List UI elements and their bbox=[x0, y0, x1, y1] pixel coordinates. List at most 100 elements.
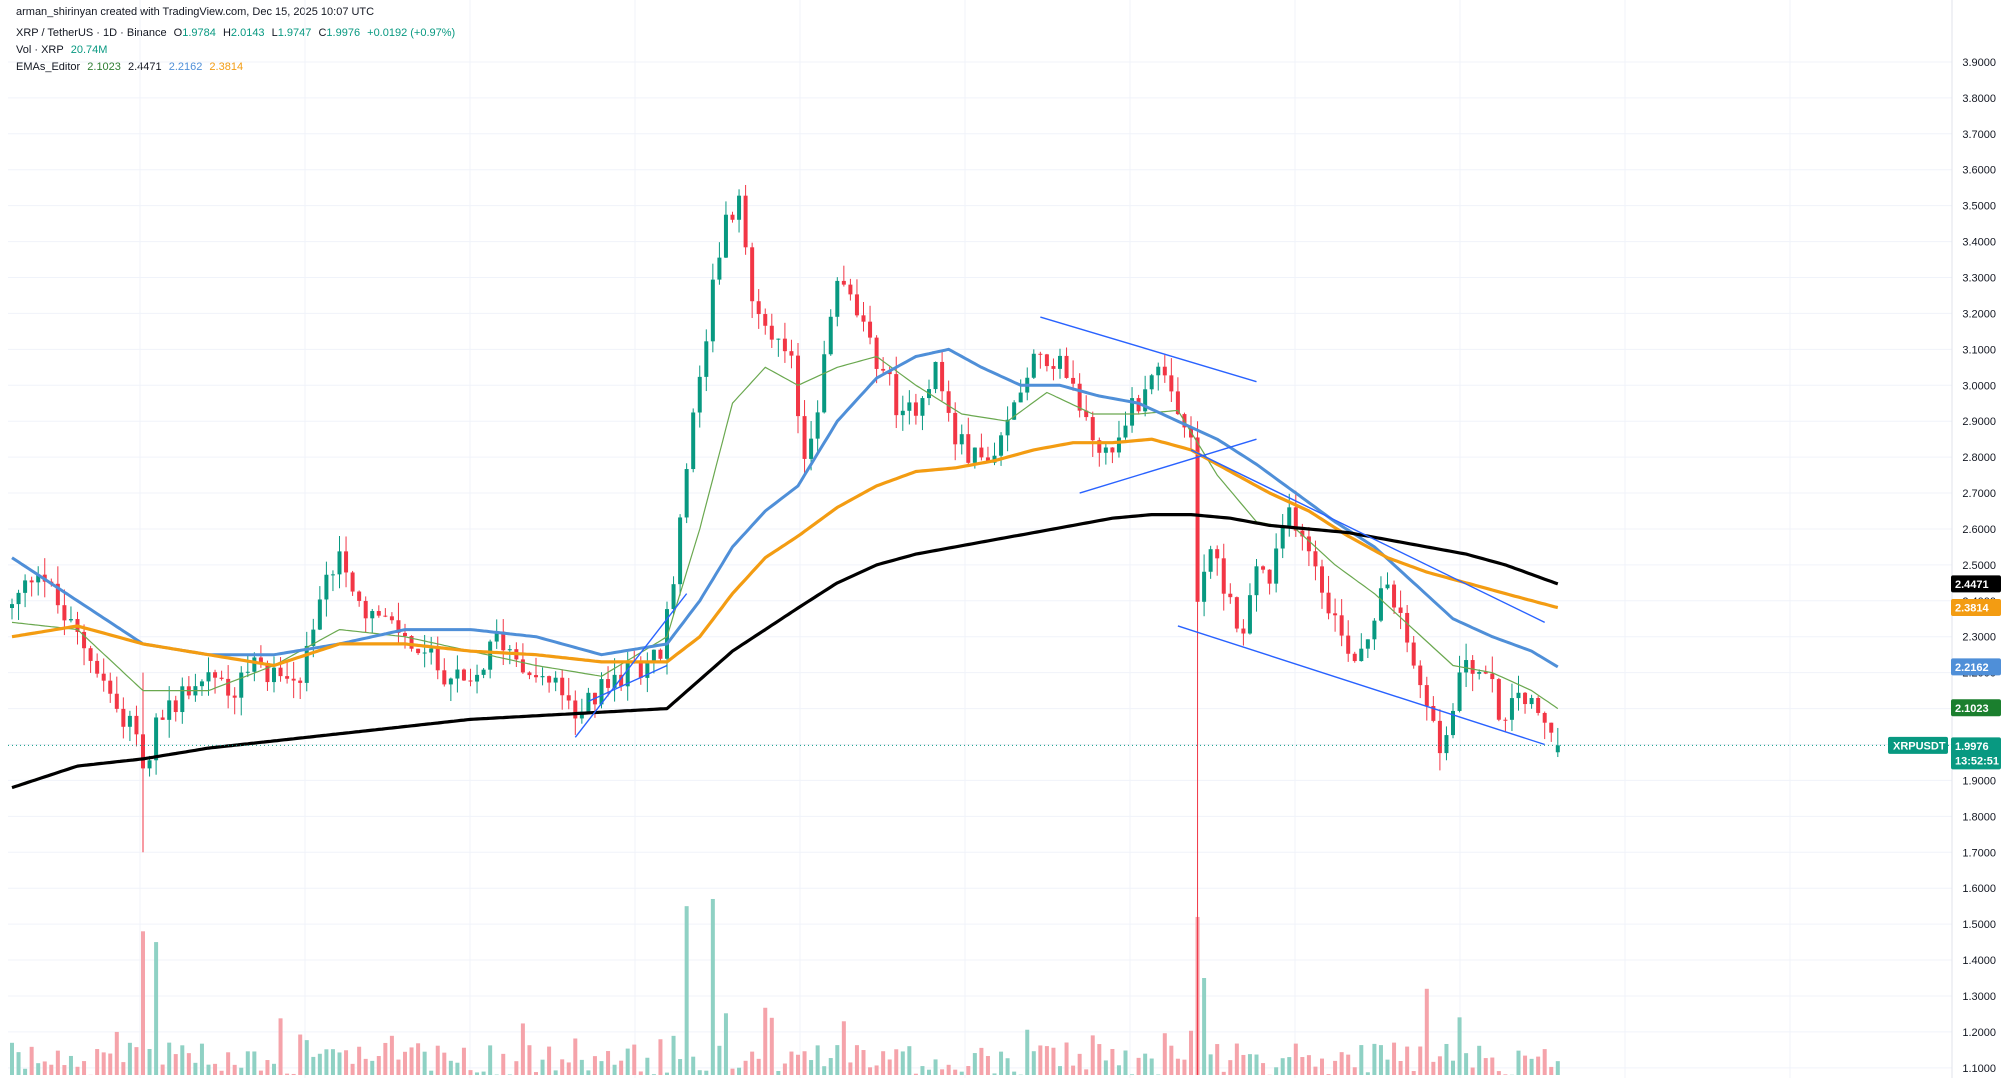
volume-bar bbox=[291, 1073, 296, 1075]
candle-body bbox=[638, 662, 643, 678]
candle-body bbox=[717, 257, 722, 280]
candle-body bbox=[1496, 679, 1501, 720]
volume-bar bbox=[1549, 1066, 1554, 1075]
candle-body bbox=[776, 338, 781, 340]
symbol-title[interactable]: XRP / TetherUS · 1D · Binance bbox=[16, 27, 167, 39]
price-tick-label: 3.5000 bbox=[1962, 201, 1996, 213]
candle-body bbox=[422, 652, 427, 654]
candle-body bbox=[881, 368, 886, 371]
volume-bar bbox=[560, 1059, 565, 1075]
volume-bar bbox=[468, 1070, 473, 1075]
volume-bar bbox=[717, 1045, 722, 1075]
candle-body bbox=[946, 391, 951, 413]
candle-body bbox=[756, 301, 761, 315]
candle-body bbox=[1149, 375, 1154, 390]
candle-body bbox=[213, 672, 218, 678]
candle-body bbox=[1405, 612, 1410, 643]
volume-bar bbox=[173, 1054, 178, 1075]
candle-body bbox=[750, 247, 755, 302]
candle-body bbox=[1058, 355, 1062, 369]
price-tick-label: 1.4000 bbox=[1962, 955, 1996, 967]
volume-bar bbox=[1483, 1058, 1488, 1075]
volume-bar bbox=[429, 1070, 434, 1075]
candle-body bbox=[1313, 551, 1318, 567]
volume-bar bbox=[940, 1069, 945, 1075]
volume-bar bbox=[435, 1045, 440, 1075]
candle-body bbox=[1097, 440, 1102, 453]
candle-body bbox=[1437, 720, 1442, 754]
volume-bar bbox=[1274, 1067, 1279, 1075]
price-tick-label: 3.1000 bbox=[1962, 344, 1996, 356]
trendline bbox=[574, 593, 688, 738]
price-tick-label: 3.2000 bbox=[1962, 308, 1996, 320]
volume-bar bbox=[1064, 1042, 1069, 1075]
volume-bar bbox=[475, 1072, 480, 1075]
volume-bar bbox=[1208, 1054, 1213, 1075]
trendline bbox=[588, 664, 668, 703]
volume-bar bbox=[606, 1051, 611, 1075]
volume-bar bbox=[199, 1043, 204, 1075]
candle-body bbox=[291, 678, 296, 681]
volume-bar bbox=[671, 1035, 676, 1075]
candle-body bbox=[1339, 615, 1344, 636]
ohlc-open: 1.9784 bbox=[182, 27, 216, 39]
volume-bar bbox=[101, 1052, 106, 1075]
volume-bar bbox=[265, 1060, 270, 1075]
volume-bar bbox=[127, 1042, 132, 1075]
candle-body bbox=[809, 438, 814, 459]
price-tick-label: 1.3000 bbox=[1962, 991, 1996, 1003]
candle-body bbox=[1090, 417, 1095, 441]
volume-bar bbox=[376, 1056, 381, 1075]
candle-body bbox=[154, 717, 159, 761]
candle-body bbox=[1247, 595, 1252, 634]
volume-label[interactable]: Vol · XRP bbox=[16, 44, 64, 56]
candle-body bbox=[1444, 735, 1449, 754]
price-tick-label: 2.7000 bbox=[1962, 488, 1996, 500]
candle-body bbox=[1477, 671, 1482, 674]
volume-bar bbox=[946, 1064, 951, 1075]
volume-bar bbox=[1464, 1053, 1469, 1075]
candle-body bbox=[985, 457, 990, 463]
candle-body bbox=[953, 412, 958, 445]
candle-body bbox=[1516, 692, 1521, 699]
price-tick-label: 2.5000 bbox=[1962, 560, 1996, 572]
ema-label[interactable]: EMAs_Editor bbox=[16, 61, 81, 73]
volume-bar bbox=[416, 1043, 421, 1075]
volume-bar bbox=[1103, 1060, 1108, 1075]
candle-body bbox=[1483, 671, 1488, 674]
price-tick-label: 1.2000 bbox=[1962, 1027, 1996, 1039]
candle-body bbox=[88, 648, 93, 661]
candle-body bbox=[344, 551, 349, 573]
volume-bar bbox=[1444, 1043, 1449, 1075]
candle-body bbox=[232, 695, 237, 698]
volume-bar bbox=[1025, 1029, 1030, 1075]
volume-bar bbox=[927, 1069, 931, 1075]
volume-bar bbox=[1038, 1045, 1043, 1075]
price-tick-label: 1.5000 bbox=[1962, 919, 1996, 931]
volume-bar bbox=[114, 1031, 119, 1075]
candle-body bbox=[147, 760, 152, 769]
candle-body bbox=[579, 711, 584, 719]
volume-bar bbox=[1300, 1057, 1305, 1075]
candle-body bbox=[494, 631, 499, 642]
candle-body bbox=[1451, 710, 1455, 736]
candle-body bbox=[1359, 648, 1364, 662]
volume-bar bbox=[1110, 1048, 1115, 1075]
volume-bar bbox=[1431, 1061, 1436, 1075]
candle-body bbox=[252, 657, 257, 672]
volume-bar bbox=[1424, 988, 1429, 1075]
volume-bar bbox=[913, 1073, 918, 1075]
price-tick-label: 2.9000 bbox=[1962, 416, 1996, 428]
candle-body bbox=[1110, 447, 1115, 453]
volume-bar bbox=[599, 1061, 604, 1075]
price-axis[interactable]: 1.1000 1.2000 1.3000 1.4000 1.5000 1.6000 1.70… bbox=[1951, 0, 1996, 1078]
volume-bar bbox=[344, 1050, 349, 1075]
candle-body bbox=[1175, 391, 1180, 415]
candle-body bbox=[815, 412, 820, 439]
volume-bar bbox=[1130, 1074, 1135, 1075]
symbol-tag-label: XRPUSDT bbox=[1893, 740, 1946, 752]
volume-bar bbox=[36, 1063, 41, 1075]
volume-bar bbox=[1313, 1066, 1318, 1075]
volume-bar bbox=[206, 1064, 211, 1075]
